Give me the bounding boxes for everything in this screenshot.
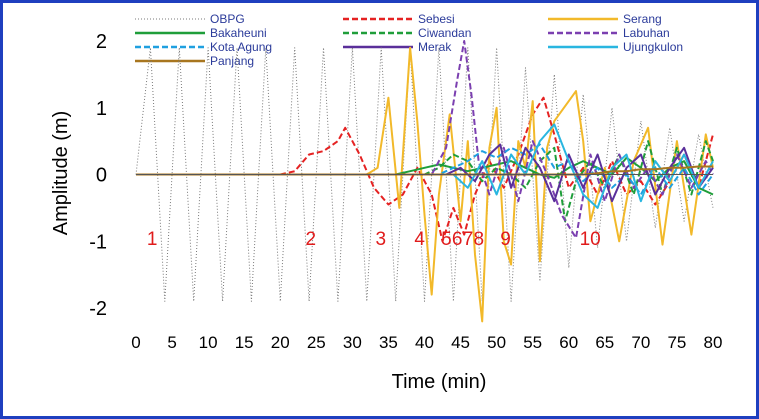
series-line-serang [136, 46, 714, 323]
y-tick-label: -2 [89, 298, 107, 320]
x-tick-label: 20 [271, 333, 290, 352]
x-tick-label: 80 [704, 333, 723, 352]
x-tick-label: 70 [631, 333, 650, 352]
y-axis-label: Amplitude (m) [50, 111, 72, 235]
series-layer [135, 40, 714, 323]
legend-label: Panjang [210, 54, 254, 68]
event-marker-4: 4 [414, 229, 425, 250]
event-marker-6: 6 [452, 229, 463, 250]
event-marker-8: 8 [474, 229, 485, 250]
x-axis-label: Time (min) [392, 371, 487, 393]
series-line-bakaheuni [136, 156, 714, 196]
event-marker-9: 9 [500, 229, 511, 250]
event-marker-1: 1 [147, 229, 158, 250]
legend-label: Kota Agung [210, 40, 272, 54]
x-tick-label: 15 [235, 333, 254, 352]
series-line-merak [136, 143, 714, 203]
x-tick-label: 45 [451, 333, 470, 352]
legend-label: Sebesi [418, 12, 455, 26]
legend-label: Merak [418, 40, 452, 54]
y-tick-label: 2 [96, 31, 107, 53]
legend-label: Labuhan [623, 26, 670, 40]
event-marker-10: 10 [580, 229, 601, 250]
x-tick-label: 10 [199, 333, 218, 352]
legend-label: Ciwandan [418, 26, 471, 40]
x-tick-label: 50 [487, 333, 506, 352]
legend-label: Bakaheuni [210, 26, 267, 40]
x-tick-label: 35 [379, 333, 398, 352]
x-tick-label: 25 [307, 333, 326, 352]
x-tick-label: 5 [167, 333, 176, 352]
x-tick-label: 55 [523, 333, 542, 352]
series-line-obpg [135, 47, 714, 302]
x-tick-label: 65 [595, 333, 614, 352]
event-marker-3: 3 [375, 229, 386, 250]
x-tick-label: 30 [343, 333, 362, 352]
legend-label: Ujungkulon [623, 40, 683, 54]
x-tick-label: 75 [667, 333, 686, 352]
event-marker-2: 2 [305, 229, 316, 250]
legend: OBPG Sebesi Serang Bakaheuni Ciwandan Labuhan… [135, 12, 683, 68]
legend-label: Serang [623, 12, 662, 26]
y-tick-label: -1 [89, 231, 107, 253]
event-marker-5: 5 [441, 229, 452, 250]
x-tick-label: 0 [131, 333, 140, 352]
x-tick-label: 60 [559, 333, 578, 352]
event-marker-7: 7 [463, 229, 474, 250]
amplitude-time-chart: OBPG Sebesi Serang Bakaheuni Ciwandan Labuhan… [50, 12, 722, 393]
y-tick-label: 1 [96, 98, 107, 120]
annotation-layer: 1 2 3 4 5 6 7 8 9 10 [147, 229, 601, 250]
series-line-ujungkulon [136, 123, 714, 209]
x-tick-label: 40 [415, 333, 434, 352]
series-line-labuhan [136, 40, 714, 239]
y-tick-label: 0 [96, 165, 107, 187]
legend-label: OBPG [210, 12, 245, 26]
